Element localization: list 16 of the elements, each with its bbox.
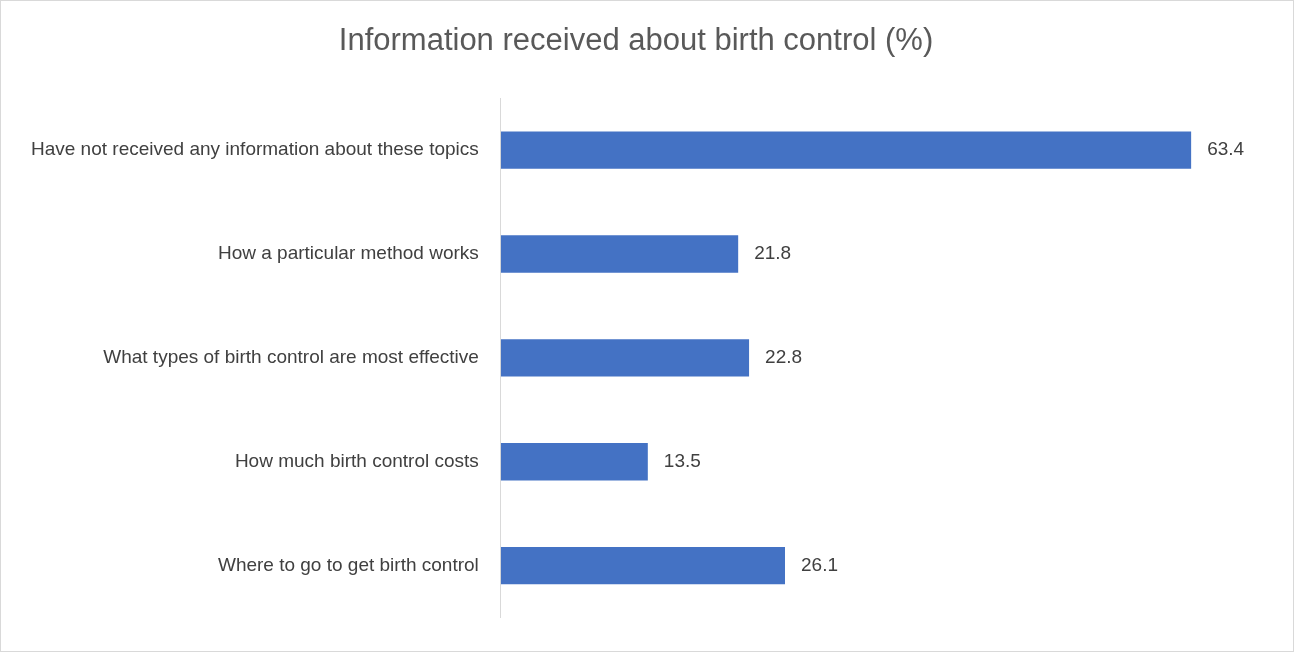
bar xyxy=(500,235,739,273)
data-label: 21.8 xyxy=(754,242,792,264)
bar xyxy=(500,131,1192,169)
bar xyxy=(500,339,750,377)
data-label: 13.5 xyxy=(663,450,701,472)
data-label: 22.8 xyxy=(765,346,803,368)
chart-title: Information received about birth control (%) xyxy=(338,22,934,58)
bar xyxy=(500,443,648,481)
y-tick-label: How a particular method works xyxy=(217,242,479,264)
data-label: 26.1 xyxy=(801,553,838,575)
y-tick-label: How much birth control costs xyxy=(234,450,479,472)
y-tick-label: Have not received any information about these topics xyxy=(30,138,479,160)
data-label: 63.4 xyxy=(1207,138,1245,160)
bar xyxy=(500,546,785,585)
y-tick-label: What types of birth control are most effective xyxy=(103,346,479,368)
y-tick-label: Where to go to get birth control xyxy=(217,553,479,575)
